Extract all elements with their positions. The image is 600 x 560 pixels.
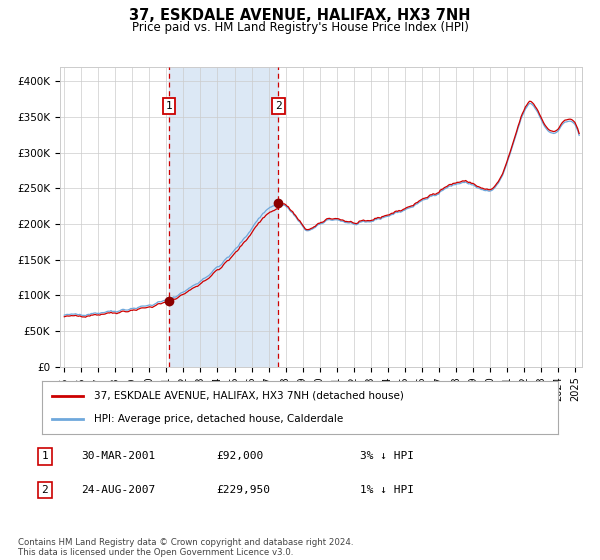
Text: 1: 1 xyxy=(166,101,173,111)
Text: £229,950: £229,950 xyxy=(216,485,270,495)
Text: £92,000: £92,000 xyxy=(216,451,263,461)
Text: 1% ↓ HPI: 1% ↓ HPI xyxy=(360,485,414,495)
Bar xyxy=(169,67,278,367)
Text: 2: 2 xyxy=(41,485,49,495)
Text: Price paid vs. HM Land Registry's House Price Index (HPI): Price paid vs. HM Land Registry's House … xyxy=(131,21,469,34)
Text: 37, ESKDALE AVENUE, HALIFAX, HX3 7NH (detached house): 37, ESKDALE AVENUE, HALIFAX, HX3 7NH (de… xyxy=(94,391,403,401)
Text: Contains HM Land Registry data © Crown copyright and database right 2024.
This d: Contains HM Land Registry data © Crown c… xyxy=(18,538,353,557)
Text: 30-MAR-2001: 30-MAR-2001 xyxy=(81,451,155,461)
Text: 1: 1 xyxy=(41,451,49,461)
Text: 3% ↓ HPI: 3% ↓ HPI xyxy=(360,451,414,461)
Text: HPI: Average price, detached house, Calderdale: HPI: Average price, detached house, Cald… xyxy=(94,414,343,424)
Text: 24-AUG-2007: 24-AUG-2007 xyxy=(81,485,155,495)
Text: 2: 2 xyxy=(275,101,282,111)
Text: 37, ESKDALE AVENUE, HALIFAX, HX3 7NH: 37, ESKDALE AVENUE, HALIFAX, HX3 7NH xyxy=(129,8,471,24)
